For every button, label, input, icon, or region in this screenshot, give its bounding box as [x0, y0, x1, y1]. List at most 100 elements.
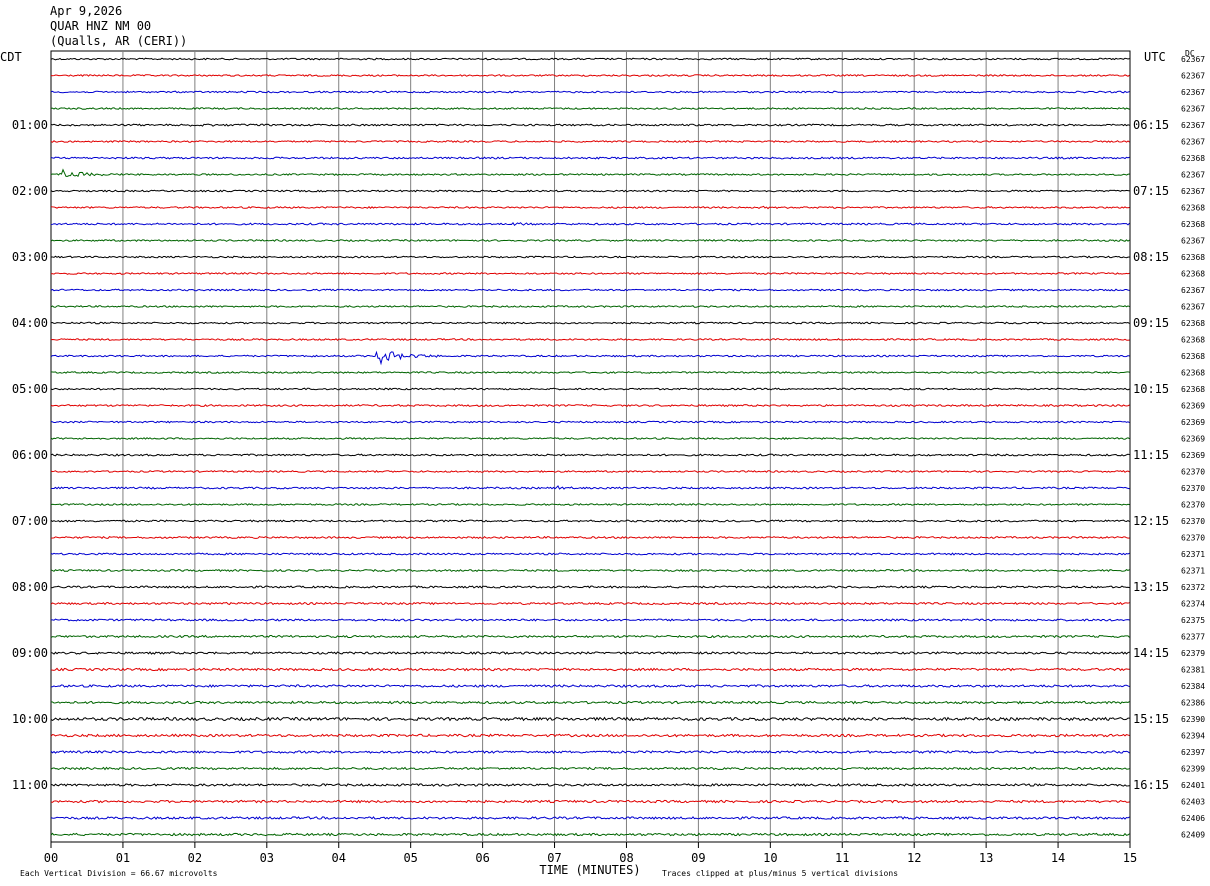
x-tick-label: 11 [835, 851, 849, 865]
seismic-trace [50, 585, 1130, 589]
utc-time-label: 14:15 [1133, 646, 1169, 660]
x-tick-label: 06 [475, 851, 489, 865]
dc-value-label: 62371 [1181, 550, 1205, 559]
dc-value-label: 62367 [1181, 105, 1205, 114]
plot-grid [50, 50, 1131, 843]
dc-value-label: 62401 [1181, 781, 1205, 790]
utc-time-label: 10:15 [1133, 382, 1169, 396]
seismic-trace [50, 568, 1130, 573]
dc-value-label: 62370 [1181, 534, 1205, 543]
x-tick-label: 10 [763, 851, 777, 865]
dc-value-label: 62409 [1181, 831, 1205, 840]
dc-value-label: 62368 [1181, 385, 1205, 394]
dc-value-label: 62367 [1181, 187, 1205, 196]
seismic-trace [50, 350, 1130, 366]
seismic-trace [50, 74, 1130, 77]
dc-value-label: 62367 [1181, 121, 1205, 130]
seismic-trace [50, 799, 1130, 804]
dc-value-label: 62369 [1181, 402, 1205, 411]
dc-value-label: 62368 [1181, 336, 1205, 345]
dc-value-label: 62370 [1181, 484, 1205, 493]
seismic-trace [50, 272, 1130, 275]
dc-value-label: 62369 [1181, 418, 1205, 427]
cdt-time-label: 08:00 [12, 580, 48, 594]
dc-value-label: 62372 [1181, 583, 1205, 592]
station-label: QUAR HNZ NM 00 [50, 19, 152, 33]
x-tick-label: 07 [547, 851, 561, 865]
utc-axis-label: UTC [1144, 50, 1166, 64]
x-tick-label: 01 [116, 851, 130, 865]
seismic-trace [50, 700, 1130, 705]
dc-value-label: 62371 [1181, 567, 1205, 576]
seismic-trace [50, 552, 1130, 556]
dc-value-label: 62368 [1181, 154, 1205, 163]
cdt-time-label: 06:00 [12, 448, 48, 462]
dc-value-label: 62368 [1181, 204, 1205, 213]
dc-value-label: 62394 [1181, 732, 1205, 741]
dc-value-label: 62390 [1181, 715, 1205, 724]
dc-value-label: 62368 [1181, 369, 1205, 378]
seismic-trace [50, 140, 1130, 143]
seismic-trace [50, 338, 1130, 341]
seismic-trace [50, 651, 1130, 655]
seismic-trace [50, 485, 1130, 490]
x-tick-label: 00 [44, 851, 58, 865]
clip-note: Traces clipped at plus/minus 5 vertical … [662, 869, 898, 878]
seismic-trace [50, 502, 1130, 506]
dc-value-label: 62406 [1181, 814, 1205, 823]
seismic-trace [50, 667, 1130, 672]
dc-value-label: 62367 [1181, 286, 1205, 295]
seismic-trace [50, 156, 1130, 160]
seismic-trace [50, 535, 1130, 540]
seismic-trace [50, 189, 1130, 193]
dc-value-label: 62367 [1181, 303, 1205, 312]
dc-value-label: 62367 [1181, 237, 1205, 246]
seismic-trace [50, 453, 1130, 457]
dc-value-label: 62403 [1181, 798, 1205, 807]
seismic-trace [50, 832, 1130, 837]
seismic-trace [50, 750, 1130, 754]
seismic-trace [50, 420, 1130, 424]
x-tick-label: 05 [403, 851, 417, 865]
axis-labels: 62367 62367 62367 62367 62367 62367 62368 62367… [0, 49, 1205, 878]
seismic-trace [50, 90, 1130, 94]
seismic-trace [50, 205, 1130, 210]
plot-frame [50, 50, 1131, 843]
seismic-trace [50, 221, 1130, 226]
dc-value-label: 62374 [1181, 600, 1205, 609]
dc-value-label: 62367 [1181, 138, 1205, 147]
dc-value-label: 62370 [1181, 501, 1205, 510]
dc-header-label: DC [1185, 49, 1195, 58]
dc-value-label: 62367 [1181, 72, 1205, 81]
seismic-trace [50, 387, 1130, 391]
dc-value-label: 62381 [1181, 666, 1205, 675]
seismic-trace [50, 57, 1130, 61]
utc-time-label: 11:15 [1133, 448, 1169, 462]
seismic-trace [50, 470, 1130, 473]
x-tick-label: 03 [260, 851, 274, 865]
cdt-time-label: 03:00 [12, 250, 48, 264]
seismic-trace [50, 123, 1130, 127]
seismic-trace [50, 601, 1130, 606]
dc-value-label: 62370 [1181, 517, 1205, 526]
cdt-time-label: 01:00 [12, 118, 48, 132]
seismic-trace [50, 239, 1130, 242]
dc-value-label: 62399 [1181, 765, 1205, 774]
x-tick-label: 04 [332, 851, 346, 865]
utc-time-label: 06:15 [1133, 118, 1169, 132]
dc-value-label: 62367 [1181, 88, 1205, 97]
utc-time-label: 08:15 [1133, 250, 1169, 264]
seismic-trace [50, 305, 1130, 308]
dc-value-label: 62368 [1181, 270, 1205, 279]
seismic-trace [50, 634, 1130, 639]
utc-time-label: 07:15 [1133, 184, 1169, 198]
seismic-trace [50, 255, 1130, 259]
seismic-trace [50, 618, 1130, 622]
seismic-trace [50, 783, 1130, 787]
cdt-time-label: 07:00 [12, 514, 48, 528]
dc-value-label: 62377 [1181, 633, 1205, 642]
dc-value-label: 62367 [1181, 55, 1205, 64]
trace-group [50, 57, 1130, 837]
cdt-time-label: 02:00 [12, 184, 48, 198]
seismic-trace [50, 288, 1130, 292]
